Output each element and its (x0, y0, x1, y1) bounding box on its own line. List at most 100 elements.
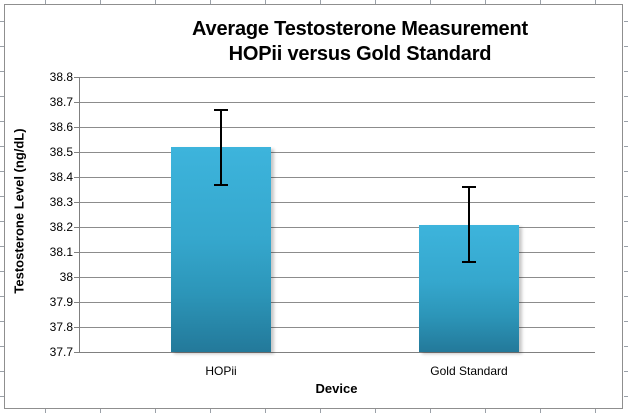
y-tick-label: 38.7 (49, 95, 73, 109)
worksheet-gridline-stub (0, 346, 4, 347)
error-bar-line (220, 109, 222, 185)
y-tick-label: 37.7 (49, 345, 73, 359)
y-tick-label: 38.1 (49, 245, 73, 259)
y-axis-tick (74, 77, 80, 78)
worksheet-gridline-stub (624, 346, 628, 347)
gridline (80, 302, 595, 303)
worksheet-gridline-stub (0, 21, 4, 22)
y-axis-tick (74, 252, 80, 253)
worksheet-gridline-stub (210, 0, 211, 4)
worksheet-gridline-stub (430, 0, 431, 4)
gridline (80, 202, 595, 203)
worksheet-gridline-stub (624, 221, 628, 222)
worksheet-gridline-stub (375, 409, 376, 413)
plot-area[interactable] (74, 77, 595, 353)
worksheet-gridline-stub (624, 321, 628, 322)
x-axis-title: Device (315, 381, 358, 396)
y-tick-label: 37.9 (49, 295, 73, 309)
worksheet-gridline-stub (624, 246, 628, 247)
worksheet-gridline-stub (595, 0, 596, 4)
worksheet-gridline-stub (320, 409, 321, 413)
y-axis-tick (74, 327, 80, 328)
category-label: Gold Standard (430, 364, 508, 378)
gridline (80, 77, 595, 78)
worksheet-gridline-stub (624, 171, 628, 172)
worksheet-gridline-stub (624, 371, 628, 372)
worksheet-gridline-stub (100, 409, 101, 413)
category-label: HOPii (205, 364, 237, 378)
y-tick-label: 38 (59, 270, 73, 284)
worksheet-gridline-stub (375, 0, 376, 4)
worksheet-gridline-stub (0, 96, 4, 97)
gridline (80, 102, 595, 103)
worksheet-gridline-stub (0, 321, 4, 322)
error-bar-top-cap (462, 186, 476, 188)
worksheet-gridline-stub (265, 0, 266, 4)
worksheet-gridline-stub (0, 121, 4, 122)
worksheet-gridline-stub (624, 271, 628, 272)
y-axis-tick (74, 352, 80, 353)
y-tick-label: 38.4 (49, 170, 73, 184)
worksheet-gridline-stub (624, 121, 628, 122)
error-bar-bottom-cap (214, 183, 228, 186)
gridline (80, 177, 595, 178)
worksheet-gridline-stub (100, 0, 101, 4)
worksheet-gridline-stub (485, 0, 486, 4)
worksheet-gridline-stub (0, 271, 4, 272)
worksheet-gridline-stub (0, 46, 4, 47)
gridline (80, 327, 595, 328)
worksheet-gridline-stub (624, 46, 628, 47)
worksheet-gridline-stub (0, 396, 4, 397)
chart-title-line2: HOPii versus Gold Standard (228, 43, 492, 65)
y-tick-label: 38.3 (49, 195, 73, 209)
worksheet-gridline-stub (624, 21, 628, 22)
y-tick-label: 38.6 (49, 120, 73, 134)
worksheet-gridline-stub (624, 296, 628, 297)
worksheet-gridline-stub (265, 409, 266, 413)
worksheet-gridline-stub (0, 146, 4, 147)
gridline (80, 227, 595, 228)
worksheet-gridline-stub (430, 409, 431, 413)
worksheet-gridline-stub (155, 409, 156, 413)
worksheet-gridline-stub (0, 196, 4, 197)
y-axis-tick (74, 152, 80, 153)
worksheet-gridline-stub (624, 96, 628, 97)
worksheet-gridline-stub (540, 409, 541, 413)
worksheet-gridline-stub (0, 221, 4, 222)
y-tick-label: 37.8 (49, 320, 73, 334)
chart-object[interactable]: Average Testosterone Measurement HOPii v… (4, 4, 623, 409)
worksheet-gridline-stub (0, 371, 4, 372)
worksheet-gridline-stub (624, 71, 628, 72)
chart-title: Average Testosterone Measurement HOPii v… (85, 17, 628, 67)
y-axis-tick (74, 227, 80, 228)
worksheet-gridline-stub (0, 171, 4, 172)
y-tick-label: 38.8 (49, 70, 73, 84)
y-axis-tick (74, 177, 80, 178)
worksheet-gridline-stub (540, 0, 541, 4)
worksheet-gridline-stub (624, 396, 628, 397)
gridline (80, 127, 595, 128)
y-tick-label: 38.2 (49, 220, 73, 234)
gridline (80, 277, 595, 278)
y-axis-tick (74, 302, 80, 303)
y-axis-tick (74, 202, 80, 203)
worksheet-gridline-stub (320, 0, 321, 4)
y-tick-label: 38.5 (49, 145, 73, 159)
y-axis-tick (74, 127, 80, 128)
chart-title-line1: Average Testosterone Measurement (192, 18, 528, 40)
worksheet-gridline-stub (0, 296, 4, 297)
worksheet-gridline-stub (595, 409, 596, 413)
error-bar-line (468, 187, 470, 262)
worksheet-gridline-stub (0, 71, 4, 72)
worksheet-gridline-stub (210, 409, 211, 413)
worksheet-gridline-stub (624, 196, 628, 197)
gridline (80, 252, 595, 253)
gridline (80, 152, 595, 153)
worksheet-gridline-stub (624, 146, 628, 147)
worksheet-gridline-stub (0, 246, 4, 247)
worksheet-gridline-stub (45, 0, 46, 4)
worksheet-gridline-stub (155, 0, 156, 4)
y-axis-tick (74, 102, 80, 103)
worksheet-gridline-stub (45, 409, 46, 413)
